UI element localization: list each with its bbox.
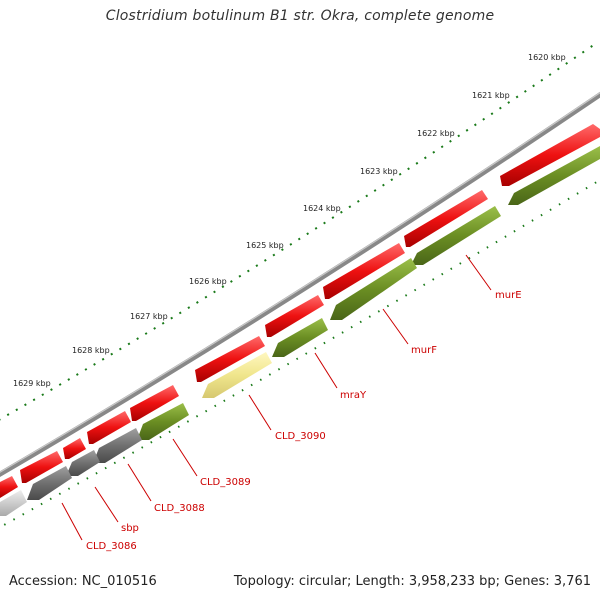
scale-tick-labels: 1620 kbp 1621 kbp 1622 kbp 1623 kbp 1624…	[13, 53, 566, 388]
gene-label-CLD_3086[interactable]: CLD_3086	[86, 541, 137, 552]
gene-label-mraY[interactable]: mraY	[340, 390, 367, 401]
forward-cds-track	[0, 124, 600, 498]
tick-label-1624: 1624 kbp	[303, 204, 341, 213]
tick-label-1628: 1628 kbp	[72, 346, 110, 355]
genome-backbone	[0, 91, 600, 478]
cds-gray-1[interactable]	[93, 428, 142, 463]
cds-reverse-2[interactable]	[411, 206, 501, 265]
reverse-cds-track	[0, 146, 600, 516]
tick-label-1621: 1621 kbp	[472, 91, 510, 100]
inner-tick-dots	[0, 179, 600, 529]
cds-forward-6[interactable]	[130, 385, 179, 421]
cds-reverse-4[interactable]	[272, 318, 328, 357]
tick-label-1620: 1620 kbp	[528, 53, 566, 62]
cds-forward-8[interactable]	[63, 438, 86, 459]
cds-forward-9[interactable]	[20, 451, 63, 483]
tick-label-1627: 1627 kbp	[130, 312, 168, 321]
gene-label-CLD_3089[interactable]: CLD_3089	[200, 477, 251, 488]
cds-forward-10[interactable]	[0, 476, 18, 498]
cds-reverse-1[interactable]	[508, 146, 600, 205]
gene-label-sbp[interactable]: sbp	[121, 523, 139, 534]
tick-label-1622: 1622 kbp	[417, 129, 455, 138]
gene-label-CLD_3088[interactable]: CLD_3088	[154, 503, 205, 514]
gene-labels: murE murF mraY CLD_3090 CLD_3089 CLD_308…	[86, 290, 522, 552]
tick-label-1625: 1625 kbp	[246, 241, 284, 250]
tick-label-1623: 1623 kbp	[360, 167, 398, 176]
gene-label-murF[interactable]: murF	[411, 345, 437, 356]
cds-forward-7[interactable]	[87, 411, 131, 444]
scale-tick-dots	[0, 41, 599, 421]
cds-pale-1[interactable]	[202, 352, 272, 398]
tick-label-1629: 1629 kbp	[13, 379, 51, 388]
cds-gray-3[interactable]	[27, 466, 72, 500]
gene-label-CLD_3090[interactable]: CLD_3090	[275, 431, 326, 442]
label-leader-lines	[61, 254, 492, 541]
accession-text: Accession: NC_010516	[9, 574, 157, 589]
gene-label-murE[interactable]: murE	[495, 290, 522, 301]
cds-reverse-3[interactable]	[330, 258, 417, 320]
genome-summary-text: Topology: circular; Length: 3,958,233 bp…	[233, 574, 591, 589]
cds-light-1[interactable]	[0, 490, 27, 516]
cds-gray-2[interactable]	[66, 450, 100, 476]
cds-forward-4[interactable]	[265, 295, 324, 337]
cds-forward-1[interactable]	[500, 124, 600, 186]
cds-forward-5[interactable]	[195, 336, 265, 382]
cds-forward-2[interactable]	[404, 190, 488, 247]
map-title: Clostridium botulinum B1 str. Okra, comp…	[105, 8, 495, 24]
cds-forward-3[interactable]	[323, 243, 405, 299]
tick-label-1626: 1626 kbp	[189, 277, 227, 286]
cds-reverse-5[interactable]	[137, 403, 189, 440]
